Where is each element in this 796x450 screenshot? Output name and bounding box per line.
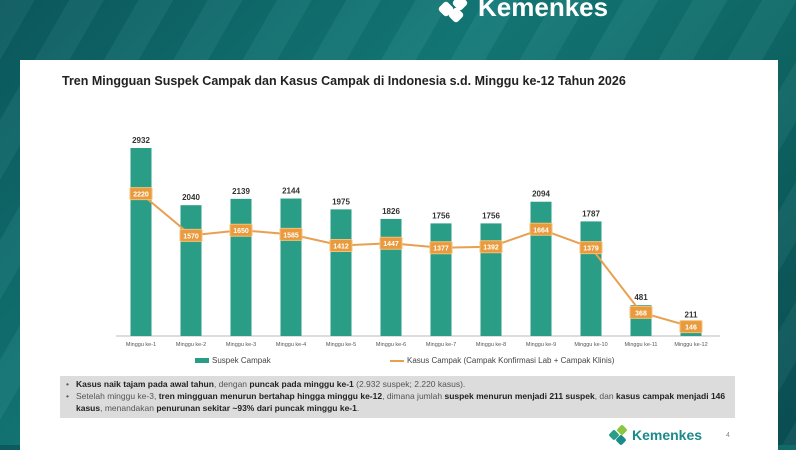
- bar: [180, 205, 202, 336]
- bar: [330, 209, 352, 336]
- line-point-marker: [329, 238, 353, 252]
- bar-value-label: 2144: [282, 187, 300, 196]
- x-tick-label: Minggu ke-11: [625, 342, 658, 348]
- legend-item-suspek: Suspek Campak: [195, 356, 271, 365]
- line-value-label: 1585: [283, 232, 299, 239]
- kemenkes-logo-icon: [608, 424, 628, 446]
- note-text: penurunan sekitar ~93% dari puncak mingg…: [156, 403, 357, 413]
- line-value-label: 1379: [583, 246, 599, 253]
- legend-label: Suspek Campak: [212, 356, 271, 365]
- x-tick-label: Minggu ke-1: [126, 342, 156, 348]
- bar-value-label: 2932: [132, 136, 150, 145]
- note-text: Setelah minggu ke-3,: [76, 391, 159, 401]
- bar-value-label: 2094: [532, 190, 550, 199]
- bar: [580, 221, 602, 336]
- line-point-marker: [529, 222, 553, 236]
- bar-value-label: 1975: [332, 197, 350, 206]
- chart-title: Tren Mingguan Suspek Campak dan Kasus Ca…: [62, 74, 626, 88]
- line-point-marker: [129, 187, 153, 201]
- line-point-marker: [579, 241, 603, 255]
- note-bullet: Setelah minggu ke-3, tren mingguan menur…: [66, 390, 729, 414]
- bar-value-label: 1787: [582, 209, 600, 218]
- note-text: suspek menurun menjadi 211 suspek: [444, 391, 595, 401]
- x-tick-label: Minggu ke-4: [276, 342, 306, 348]
- kemenkes-logo-icon: [437, 0, 469, 23]
- x-tick-label: Minggu ke-10: [574, 342, 607, 348]
- note-text: , dimana jumlah: [382, 391, 445, 401]
- notes-box: Kasus naik tajam pada awal tahun, dengan…: [60, 376, 735, 418]
- x-tick-label: Minggu ke-12: [674, 342, 707, 348]
- line-point-marker: [479, 240, 503, 254]
- line-point-marker: [629, 305, 653, 319]
- chart: 2932 Minggu ke-1 2040 Minggu ke-2 2139 Minggu…: [116, 136, 720, 348]
- line-value-label: 1377: [433, 246, 449, 253]
- bar-value-label: 1826: [382, 207, 400, 216]
- line-point-marker: [379, 236, 403, 250]
- line-value-label: 1664: [533, 227, 549, 234]
- bar-value-label: 1756: [482, 211, 500, 220]
- bar: [230, 198, 252, 336]
- line-value-label: 368: [635, 310, 647, 317]
- footer-logo: Kemenkes: [608, 424, 703, 446]
- page-number: 4: [726, 432, 730, 439]
- x-tick-label: Minggu ke-8: [476, 342, 506, 348]
- note-text: , dengan: [213, 379, 250, 389]
- legend-item-kasus: Kasus Campak (Campak Konfirmasi Lab + Ca…: [390, 356, 614, 365]
- x-tick-label: Minggu ke-6: [376, 342, 406, 348]
- note-text: , menandakan: [100, 403, 157, 413]
- x-tick-label: Minggu ke-5: [326, 342, 356, 348]
- line-value-label: 146: [685, 325, 697, 332]
- note-text: tren mingguan menurun bertahap hingga mi…: [158, 391, 383, 401]
- note-text: kasus campak menjadi 146 kasus: [76, 391, 726, 413]
- legend-line-swatch: [390, 359, 404, 362]
- note-text: , dan: [594, 391, 616, 401]
- bar: [130, 148, 152, 336]
- note-text: .: [356, 403, 360, 413]
- line-series: [140, 192, 692, 328]
- slide: Tren Mingguan Suspek Campak dan Kasus Ca…: [20, 60, 778, 450]
- legend-label: Kasus Campak (Campak Konfirmasi Lab + Ca…: [407, 356, 615, 365]
- bar-value-label: 211: [685, 310, 698, 319]
- x-tick-label: Minggu ke-9: [526, 342, 556, 348]
- bar: [280, 198, 302, 336]
- footer-brand-name: Kemenkes: [632, 427, 703, 443]
- line-value-label: 1447: [383, 241, 399, 248]
- note-text: puncak pada minggu ke-1: [249, 379, 354, 389]
- x-tick-label: Minggu ke-3: [226, 342, 256, 348]
- header-brand-name: Kemenkes: [478, 0, 609, 22]
- line-value-label: 1412: [333, 243, 349, 250]
- bar: [380, 218, 402, 336]
- line-value-label: 1570: [183, 233, 199, 240]
- line-value-label: 1650: [233, 228, 249, 235]
- line-value-label: 1392: [483, 245, 499, 252]
- bar: [530, 201, 552, 336]
- legend-bar-swatch: [195, 358, 209, 363]
- bar-value-label: 1756: [432, 211, 450, 220]
- x-tick-label: Minggu ke-2: [176, 342, 206, 348]
- x-tick-label: Minggu ke-7: [426, 342, 456, 348]
- bar-value-label: 2139: [232, 187, 250, 196]
- line-point-marker: [679, 320, 703, 334]
- note-text: Kasus naik tajam pada awal tahun: [76, 379, 214, 389]
- line-value-label: 2220: [133, 192, 149, 199]
- bar-value-label: 481: [634, 293, 648, 302]
- header-logo: Kemenkes: [437, 0, 609, 23]
- note-bullet: Kasus naik tajam pada awal tahun, dengan…: [66, 378, 729, 390]
- line-point-marker: [429, 241, 453, 255]
- line-point-marker: [279, 227, 303, 241]
- bar-value-label: 2040: [182, 193, 200, 202]
- line-point-marker: [229, 223, 253, 237]
- note-text: (2.932 suspek; 2.220 kasus).: [353, 379, 466, 389]
- line-point-marker: [179, 228, 203, 242]
- bar: [430, 223, 452, 336]
